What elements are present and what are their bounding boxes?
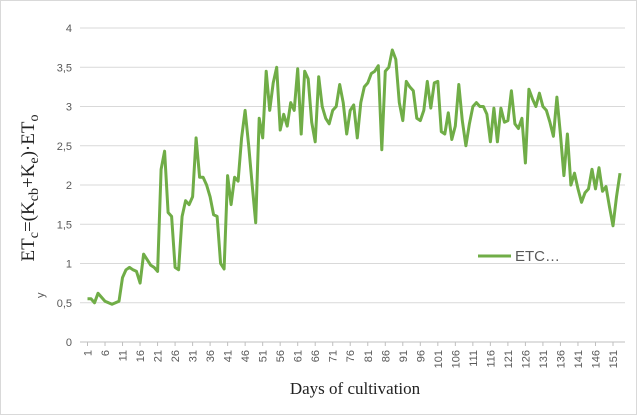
- x-tick-label: 131: [538, 350, 550, 368]
- y-tick-label: 1,5: [57, 219, 72, 231]
- x-tick-label: 61: [293, 350, 305, 362]
- y-axis-title-part: ET: [18, 238, 39, 262]
- y-axis-title-part: )·ET: [18, 121, 39, 157]
- y-tick-label: 4: [66, 23, 72, 35]
- x-tick-label: 1: [83, 350, 95, 356]
- y-axis-title-part: cb: [27, 188, 42, 201]
- x-tick-label: 126: [520, 350, 532, 368]
- x-tick-label: 111: [468, 350, 480, 367]
- y-axis-title-part: +K: [18, 163, 39, 188]
- x-tick-label: 106: [450, 350, 462, 368]
- x-tick-label: 31: [188, 350, 200, 362]
- x-tick-label: 66: [310, 350, 322, 362]
- x-tick-label: 81: [363, 350, 375, 362]
- y-axis-title-part: o: [27, 115, 42, 122]
- x-axis-title: Days of cultivation: [290, 379, 421, 398]
- x-tick-label: 116: [485, 350, 497, 368]
- x-tick-label: 151: [608, 350, 620, 368]
- x-tick-label: 46: [240, 350, 252, 362]
- x-tick-label: 136: [555, 350, 567, 368]
- y-axis-title-part: e: [27, 157, 42, 163]
- data-line: [87, 48, 622, 306]
- x-tick-label: 41: [223, 350, 235, 362]
- x-tick-label: 76: [345, 350, 357, 362]
- y-tick-label: 2: [66, 180, 72, 192]
- y-tick-label: 1: [66, 259, 72, 271]
- x-tick-label: 86: [380, 350, 392, 362]
- y-axis-marker: y: [35, 292, 47, 298]
- x-tick-label: 36: [205, 350, 217, 362]
- x-tick-label: 26: [170, 350, 182, 362]
- y-axis-title: ETc=(Kcb+Ke)·ETo: [18, 115, 42, 262]
- y-axis-title-part: c: [27, 232, 42, 238]
- x-tick-label: 146: [590, 350, 602, 368]
- x-tick-label: 11: [118, 350, 130, 361]
- y-tick-label: 3,5: [57, 62, 72, 74]
- x-tick-label: 6: [100, 350, 112, 356]
- x-tick-label: 141: [573, 350, 585, 368]
- legend-label: ETC…: [515, 248, 560, 265]
- x-tick-label: 16: [135, 350, 147, 362]
- x-tick-label: 96: [415, 350, 427, 362]
- x-tick-label: 71: [328, 350, 340, 362]
- x-tick-label: 121: [503, 350, 515, 368]
- x-tick-label: 91: [398, 350, 410, 362]
- x-tick-label: 101: [433, 350, 445, 368]
- y-axis-title-part: =(K: [18, 201, 39, 232]
- x-tick-label: 51: [258, 350, 270, 362]
- x-tick-label: 21: [153, 350, 165, 362]
- y-tick-label: 2,5: [57, 141, 72, 153]
- x-tick-label: 56: [275, 350, 287, 362]
- y-tick-label: 3: [66, 102, 72, 114]
- y-tick-label: 0: [66, 337, 72, 349]
- y-tick-label: 0,5: [57, 298, 72, 310]
